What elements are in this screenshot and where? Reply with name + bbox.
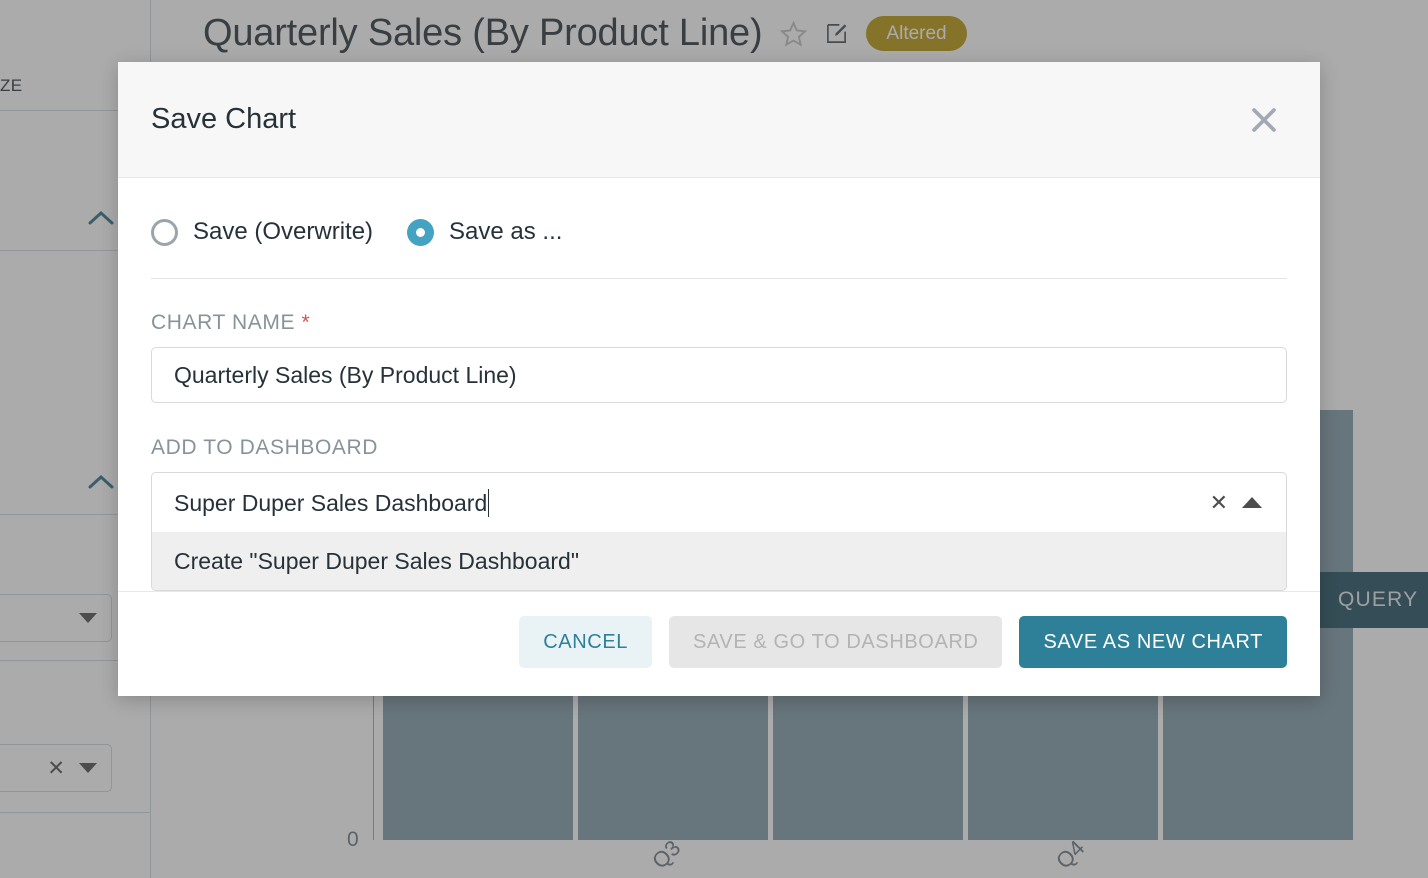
dashboard-combobox-menu: Create "Super Duper Sales Dashboard": [151, 532, 1287, 591]
modal-footer: CANCEL SAVE & GO TO DASHBOARD SAVE AS NE…: [118, 591, 1320, 696]
sidebar-select-control[interactable]: ✕: [0, 744, 112, 792]
modal-header: Save Chart: [118, 62, 1320, 178]
radio-save-as-label: Save as ...: [449, 218, 563, 245]
chevron-up-icon[interactable]: [88, 210, 114, 226]
caret-down-icon[interactable]: [79, 763, 97, 773]
y-axis-tick-0: 0: [347, 828, 359, 851]
sidebar-divider: [0, 812, 151, 813]
chart-name-input[interactable]: [151, 347, 1287, 403]
cancel-button[interactable]: CANCEL: [519, 616, 652, 668]
dashboard-combobox-value-wrap[interactable]: Super Duper Sales Dashboard: [174, 488, 1196, 517]
radio-save-overwrite[interactable]: Save (Overwrite): [151, 218, 373, 246]
save-and-go-to-dashboard-button[interactable]: SAVE & GO TO DASHBOARD: [668, 616, 1003, 668]
status-badge: Altered: [866, 15, 967, 51]
x-axis-tick-label: Q4: [1051, 835, 1090, 874]
radio-icon-selected[interactable]: [407, 218, 435, 246]
save-mode-radio-group: Save (Overwrite) Save as ...: [151, 218, 1287, 278]
caret-down-icon[interactable]: [79, 613, 97, 623]
radio-save-overwrite-label: Save (Overwrite): [193, 218, 374, 245]
add-to-dashboard-label: ADD TO DASHBOARD: [151, 436, 379, 459]
chevron-up-icon[interactable]: [88, 474, 114, 490]
chart-name-label: CHART NAME *: [151, 311, 1287, 335]
save-chart-modal: Save Chart Save (Overwrite) Save as ...: [118, 62, 1320, 696]
sidebar-divider: [0, 660, 151, 661]
dashboard-combobox[interactable]: Super Duper Sales Dashboard ✕ Create "Su…: [151, 472, 1287, 591]
star-icon[interactable]: [780, 20, 808, 47]
status-badge-label: Altered: [886, 22, 947, 44]
close-x-icon[interactable]: ✕: [47, 756, 65, 780]
caret-up-icon[interactable]: [1242, 497, 1262, 508]
sidebar-divider: [0, 250, 151, 251]
dashboard-combobox-control[interactable]: Super Duper Sales Dashboard ✕: [151, 472, 1287, 532]
required-marker: *: [301, 311, 311, 334]
text-cursor: [488, 488, 490, 517]
modal-body: Save (Overwrite) Save as ... CHART NAME …: [118, 178, 1320, 591]
sidebar-select-control[interactable]: [0, 594, 112, 642]
dashboard-option-create[interactable]: Create "Super Duper Sales Dashboard": [152, 532, 1286, 590]
page-title: Quarterly Sales (By Product Line): [203, 11, 763, 54]
chart-name-label-text: CHART NAME: [151, 311, 296, 334]
modal-title: Save Chart: [151, 103, 297, 135]
chart-header: Quarterly Sales (By Product Line) Altere…: [151, 0, 1428, 66]
save-as-new-chart-button[interactable]: SAVE AS NEW CHART: [1019, 616, 1287, 668]
sidebar-section-label: ZE: [0, 76, 23, 95]
clear-icon[interactable]: ✕: [1196, 491, 1242, 514]
close-icon[interactable]: [1242, 98, 1286, 142]
run-query-label: QUERY: [1338, 588, 1419, 611]
chart-name-field-block: CHART NAME *: [151, 311, 1287, 403]
x-axis-tick-label: Q3: [647, 835, 686, 874]
sidebar-divider: [0, 514, 151, 515]
add-to-dashboard-field-block: ADD TO DASHBOARD Super Duper Sales Dashb…: [151, 436, 1287, 591]
radio-icon-unselected[interactable]: [151, 218, 178, 246]
dashboard-combobox-value: Super Duper Sales Dashboard: [174, 489, 488, 516]
edit-pencil-icon[interactable]: [825, 22, 848, 45]
divider: [151, 278, 1287, 279]
sidebar-divider: [0, 110, 151, 111]
radio-save-as[interactable]: Save as ...: [407, 218, 562, 246]
run-query-button[interactable]: QUERY: [1320, 572, 1428, 628]
